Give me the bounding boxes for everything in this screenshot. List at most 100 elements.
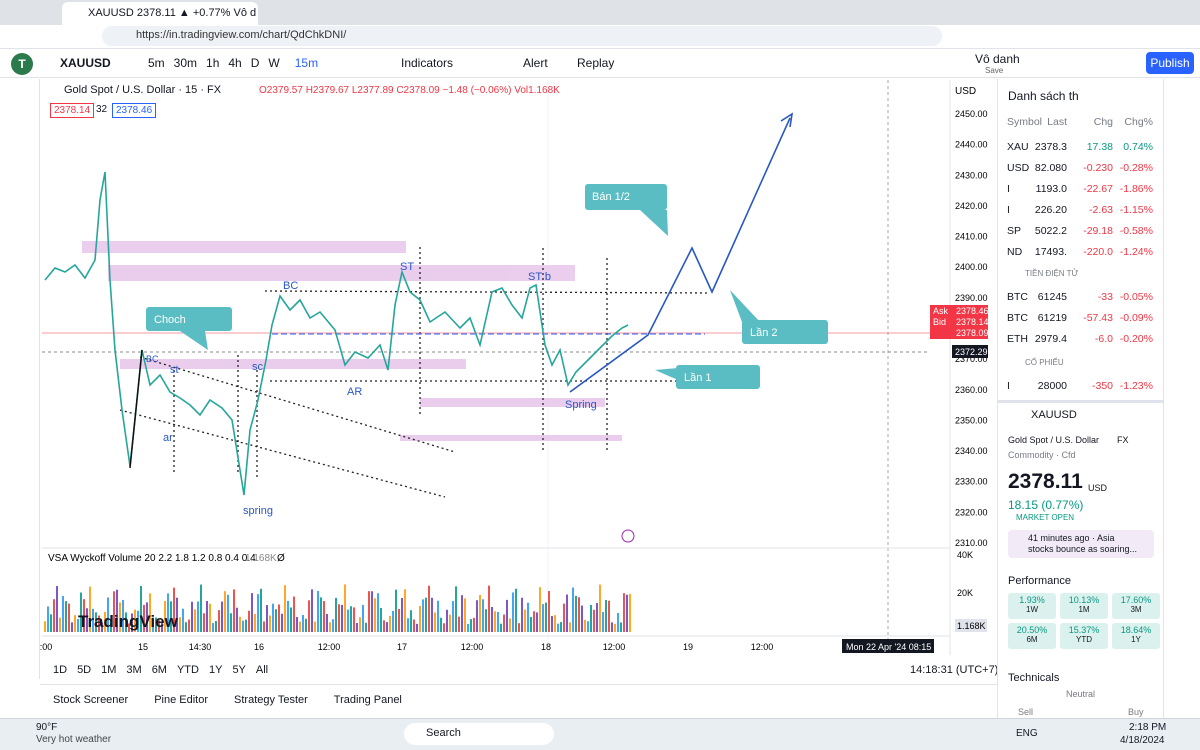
interval[interactable]: 4h bbox=[228, 56, 242, 70]
watchlist-title[interactable]: Danh sách th bbox=[1008, 89, 1079, 103]
search[interactable]: Search bbox=[404, 723, 554, 745]
watch-cell[interactable]: 2378.3 bbox=[1034, 141, 1067, 153]
watch-cell[interactable]: 28000 bbox=[1037, 380, 1067, 392]
watch-cell[interactable]: -0.09% bbox=[1119, 312, 1153, 324]
perf-box[interactable]: 20.50% 6M bbox=[1008, 623, 1056, 649]
watch-cell[interactable]: ND bbox=[1007, 246, 1023, 258]
volume-bar-decor bbox=[101, 622, 103, 632]
watch-cell[interactable]: BTC bbox=[1007, 312, 1028, 324]
technicals-title: Technicals bbox=[1008, 672, 1060, 684]
watch-cell[interactable]: -6.0 bbox=[1094, 333, 1113, 345]
range[interactable]: 1Y bbox=[208, 664, 223, 676]
interval[interactable]: 15m bbox=[294, 56, 319, 70]
browser-tab[interactable]: XAUUSD 2378.11 ▲ +0.77% Vô d bbox=[62, 2, 258, 25]
range[interactable]: 5Y bbox=[232, 664, 246, 676]
watch-cell[interactable]: -0.58% bbox=[1119, 225, 1153, 237]
watch-cell[interactable]: 61245 bbox=[1037, 291, 1067, 303]
volume-bar-decor bbox=[143, 604, 145, 632]
publish[interactable]: Publish bbox=[1146, 52, 1194, 74]
bottom-tab[interactable]: Stock Screener bbox=[53, 694, 129, 706]
watch-cell[interactable]: -1.23% bbox=[1119, 380, 1153, 392]
save[interactable]: Save bbox=[985, 66, 1004, 75]
watch-cell[interactable]: -1.15% bbox=[1119, 204, 1153, 216]
ask-price: 2378.46 bbox=[956, 306, 989, 316]
watch-cell[interactable]: -0.28% bbox=[1119, 162, 1153, 174]
watch-cell[interactable]: -1.86% bbox=[1119, 183, 1153, 195]
label: spring bbox=[243, 505, 273, 517]
volume-badge: 1.168K bbox=[957, 621, 986, 631]
alert[interactable]: Alert bbox=[523, 56, 548, 70]
volume-bar-decor bbox=[542, 604, 544, 632]
watch-cell[interactable]: BTC bbox=[1007, 291, 1028, 303]
volume-bar-decor bbox=[515, 588, 517, 632]
watch-cell[interactable]: 5022.2 bbox=[1034, 225, 1067, 237]
volume-bar-decor bbox=[569, 622, 571, 632]
watch-cell[interactable]: 17493. bbox=[1034, 246, 1067, 258]
interval[interactable]: D bbox=[250, 56, 260, 70]
indicators[interactable]: Indicators bbox=[401, 56, 454, 70]
news[interactable]: 41 minutes ago · Asia stocks bounce as s… bbox=[1008, 530, 1154, 558]
watch-cell[interactable]: 0.74% bbox=[1123, 141, 1153, 153]
volume-bar-decor bbox=[200, 584, 202, 632]
watch-cell[interactable]: SP bbox=[1007, 225, 1022, 237]
buy-box[interactable]: 2378.46 bbox=[112, 103, 157, 118]
avatar[interactable]: T bbox=[11, 53, 33, 75]
watch-cell[interactable]: 2979.4 bbox=[1034, 333, 1067, 345]
range[interactable]: 6M bbox=[151, 664, 167, 676]
symbol-search[interactable]: XAUUSD bbox=[60, 56, 111, 70]
range[interactable]: 1D bbox=[53, 664, 68, 676]
interval[interactable]: W bbox=[268, 56, 280, 70]
watch-cell[interactable]: 1193.0 bbox=[1035, 183, 1067, 195]
perf-box[interactable]: 10.13% 1M bbox=[1060, 593, 1108, 619]
interval[interactable]: 30m bbox=[173, 56, 198, 70]
range[interactable]: 3M bbox=[126, 664, 142, 676]
watch-cell[interactable]: USD bbox=[1007, 162, 1030, 174]
watch-cell[interactable]: ETH bbox=[1007, 333, 1028, 345]
interval[interactable]: 5m bbox=[148, 56, 165, 70]
bottom-tab[interactable]: Strategy Tester bbox=[234, 694, 308, 706]
perf-box[interactable]: 15.37% YTD bbox=[1060, 623, 1108, 649]
watch-cell[interactable]: 226.20 bbox=[1034, 204, 1067, 216]
watch-cell[interactable]: 61219 bbox=[1037, 312, 1067, 324]
volume-bar-decor bbox=[326, 613, 328, 632]
watch-cell[interactable]: -350 bbox=[1091, 380, 1113, 392]
watch-cell[interactable]: -0.05% bbox=[1119, 291, 1153, 303]
sell-box[interactable]: 2378.14 bbox=[50, 103, 95, 118]
replay[interactable]: Replay bbox=[577, 56, 615, 70]
watch-cell[interactable]: -29.18 bbox=[1083, 225, 1113, 237]
volume-bar-decor bbox=[623, 593, 625, 632]
range[interactable]: 1M bbox=[101, 664, 117, 676]
interval[interactable]: 1h bbox=[206, 56, 220, 70]
watch-cell[interactable]: -0.230 bbox=[1083, 162, 1113, 174]
watch-cell[interactable]: -33 bbox=[1097, 291, 1113, 303]
neutral: Neutral bbox=[1066, 689, 1096, 699]
perf-box[interactable]: 17.60% 3M bbox=[1112, 593, 1160, 619]
watch-cell[interactable]: -57.43 bbox=[1083, 312, 1113, 324]
watch-cell[interactable]: XAU bbox=[1007, 141, 1029, 153]
perf-box[interactable]: 18.64% 1Y bbox=[1112, 623, 1160, 649]
watch-cell[interactable]: -220.0 bbox=[1083, 246, 1113, 258]
volume-bar-decor bbox=[491, 606, 493, 632]
volume-bar-decor bbox=[218, 610, 220, 632]
range[interactable]: All bbox=[255, 664, 269, 676]
watch-cell[interactable]: -22.67 bbox=[1083, 183, 1113, 195]
volume-bar-decor bbox=[530, 617, 532, 632]
user-name[interactable]: Vô danh bbox=[975, 52, 1020, 66]
range[interactable]: 5D bbox=[77, 664, 92, 676]
watch-cell[interactable]: I bbox=[1007, 204, 1010, 216]
watch-cell[interactable]: I bbox=[1007, 183, 1010, 195]
watch-cell[interactable]: -0.20% bbox=[1119, 333, 1153, 345]
volume-bar-decor bbox=[347, 609, 349, 632]
bottom-tab[interactable]: Pine Editor bbox=[154, 694, 209, 706]
bottom-tab[interactable]: Trading Panel bbox=[333, 694, 402, 706]
perf-box[interactable]: 1.93% 1W bbox=[1008, 593, 1056, 619]
watch-cell[interactable]: -1.24% bbox=[1119, 246, 1153, 258]
watch-cell[interactable]: -2.63 bbox=[1089, 204, 1113, 216]
volume-bar-decor bbox=[47, 606, 49, 632]
range[interactable]: YTD bbox=[176, 664, 199, 676]
watch-cell[interactable]: I bbox=[1007, 380, 1010, 392]
address-bar[interactable]: https://in.tradingview.com/chart/QdChkDN… bbox=[102, 26, 942, 46]
watch-cell[interactable]: 17.38 bbox=[1086, 141, 1113, 153]
watch-cell[interactable]: 82.080 bbox=[1034, 162, 1067, 174]
time-tick-label: 18 bbox=[541, 642, 551, 652]
